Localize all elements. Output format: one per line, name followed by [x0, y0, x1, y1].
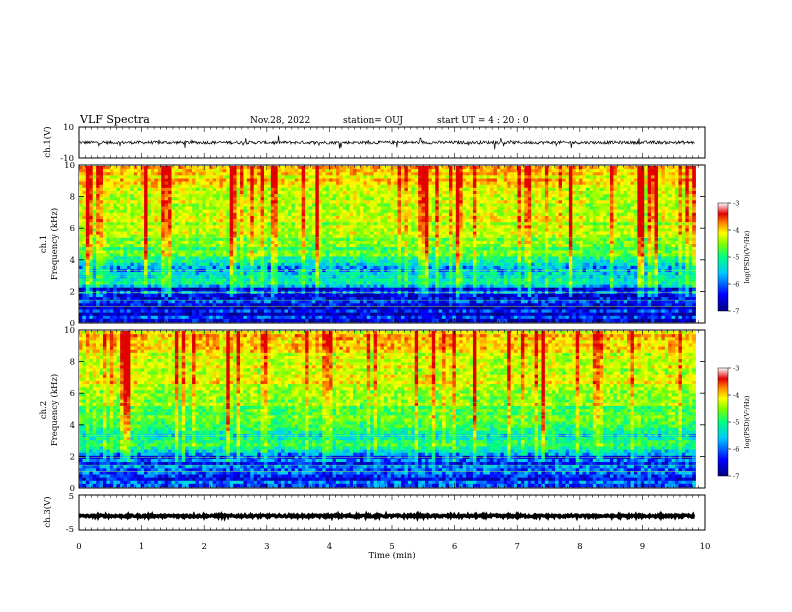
ch1-colorbar-label: log(PSD)(V²/Hz) [743, 230, 751, 283]
ch2-spectrogram-image [79, 331, 696, 488]
ch3-ylabel: ch.3(V) [42, 496, 53, 527]
cb2-t-label-1: -4 [733, 392, 739, 400]
time-axis-label: Time (min) [368, 550, 415, 561]
spec1-yt-label-3: 6 [70, 224, 75, 234]
time-tick-1: 1 [139, 542, 144, 552]
cb2-t-label-2: -5 [733, 419, 739, 427]
spec2-yt-label-2: 4 [70, 421, 75, 431]
time-tick-8: 8 [577, 542, 582, 552]
spec2-yt-label-3: 6 [70, 389, 75, 399]
figure-title: VLF Spectra [79, 113, 150, 126]
ch1-spectrogram-image [79, 166, 696, 323]
spec2-yt-label-0: 0 [70, 484, 75, 494]
time-tick-9: 9 [640, 542, 645, 552]
time-tick-10: 10 [700, 542, 711, 552]
ch2-colorbar-label: log(PSD)(V²/Hz) [743, 395, 751, 448]
spec2-yt-label-1: 2 [70, 452, 75, 462]
spec1-yt-label-0: 0 [70, 319, 75, 329]
spec1-yt-label-2: 4 [70, 256, 75, 266]
spec1-yt-label-5: 10 [64, 161, 75, 171]
ch2-spec-ylabel-channel: ch.2 [39, 401, 49, 419]
ch1-spec-ylabel-channel: ch.1 [39, 235, 49, 253]
ch1-waveform-line [78, 135, 695, 150]
spec1-yt-label-1: 2 [70, 287, 75, 297]
ch2-colorbar [717, 367, 729, 477]
time-tick-4: 4 [327, 542, 332, 552]
cb1-t-label-3: -6 [733, 281, 739, 289]
ch1-colorbar [717, 202, 729, 312]
date-label: Nov.28, 2022 [250, 116, 310, 126]
ch1-ylabel: ch.1(V) [42, 126, 53, 157]
time-tick-7: 7 [514, 542, 519, 552]
ch3-wave-trace [78, 510, 696, 522]
ch3-ytick-top: 5 [69, 492, 74, 502]
ch2-spec-ylabel-frequency: Frequency (kHz) [49, 374, 60, 446]
ch1-wave-trace [78, 135, 695, 150]
time-tick-6: 6 [452, 542, 457, 552]
spec2-yt-label-5: 10 [64, 326, 75, 336]
ch3-waveform-panel: 5 -5 ch.3(V) [42, 492, 706, 535]
cb1-t-label-0: -3 [733, 200, 739, 208]
ch1-waveform-panel: 10 -10 ch.1(V) [42, 123, 706, 164]
time-tick-5: 5 [389, 542, 394, 552]
time-axis: 0 1 2 3 4 5 6 7 8 9 10 [76, 127, 710, 552]
cb1-t-label-4: -7 [733, 308, 739, 316]
cb2-t-label-4: -7 [733, 473, 739, 481]
spec2-yt-label-4: 8 [70, 358, 75, 368]
start-time-label: start UT = 4 : 20 : 0 [437, 116, 529, 126]
cb1-t-label-1: -4 [733, 227, 739, 235]
ch3-waveform-frame [78, 494, 706, 531]
cb2-t-label-0: -3 [733, 365, 739, 373]
ch1-ytick-bottom: -10 [60, 154, 74, 164]
ch3-ytick-bottom: -5 [66, 525, 74, 535]
cb1-t-label-2: -5 [733, 254, 739, 262]
time-tick-3: 3 [264, 542, 269, 552]
ch1-spec-ylabel-frequency: Frequency (kHz) [49, 208, 60, 280]
ch3-waveform-line [78, 510, 696, 522]
ch1-ytick-top: 10 [63, 123, 74, 133]
time-tick-2: 2 [201, 542, 206, 552]
time-tick-0: 0 [76, 542, 81, 552]
station-label: station= OUJ [343, 116, 403, 126]
cb2-t-label-3: -6 [733, 446, 739, 454]
spec1-yt-label-4: 8 [70, 193, 75, 203]
